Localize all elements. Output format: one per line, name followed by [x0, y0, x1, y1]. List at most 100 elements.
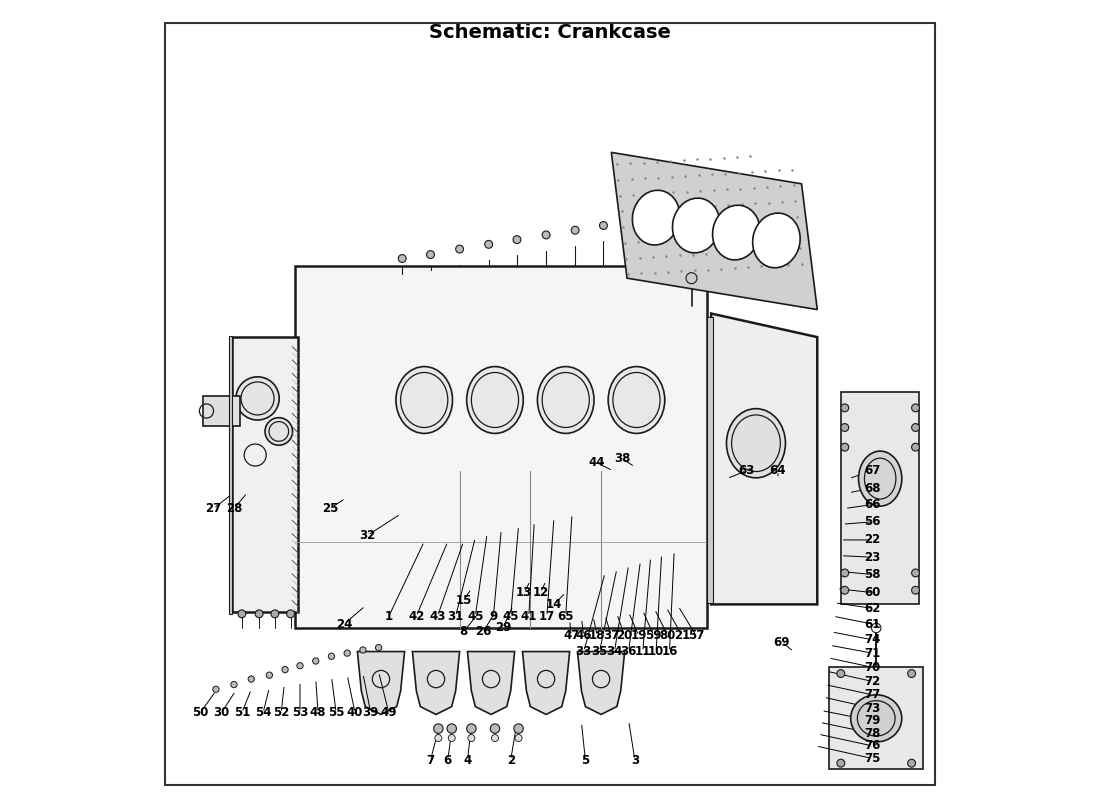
Text: 27: 27: [206, 502, 222, 515]
Text: 68: 68: [865, 482, 881, 494]
Text: 41: 41: [520, 610, 537, 622]
Text: 80: 80: [660, 630, 676, 642]
Ellipse shape: [491, 724, 499, 734]
Text: 19: 19: [630, 630, 647, 642]
Ellipse shape: [468, 734, 475, 742]
Ellipse shape: [840, 404, 849, 412]
Ellipse shape: [212, 686, 219, 693]
Ellipse shape: [837, 759, 845, 767]
Text: 3: 3: [630, 754, 639, 766]
Ellipse shape: [713, 206, 760, 260]
Text: 4: 4: [463, 754, 472, 766]
Polygon shape: [612, 152, 817, 310]
Text: 55: 55: [328, 706, 344, 719]
Text: 44: 44: [588, 456, 605, 470]
Text: 35: 35: [592, 645, 607, 658]
Text: 53: 53: [292, 706, 308, 719]
Ellipse shape: [375, 645, 382, 650]
Text: 40: 40: [346, 706, 363, 719]
Ellipse shape: [542, 231, 550, 239]
Text: 24: 24: [336, 618, 352, 630]
Polygon shape: [295, 266, 707, 628]
Ellipse shape: [433, 724, 443, 734]
Text: 42: 42: [408, 610, 425, 622]
Text: 16: 16: [661, 645, 678, 658]
Text: 78: 78: [865, 727, 880, 740]
Text: 70: 70: [865, 661, 880, 674]
Ellipse shape: [840, 443, 849, 451]
Text: 64: 64: [770, 464, 786, 478]
Ellipse shape: [840, 586, 849, 594]
Polygon shape: [358, 651, 405, 714]
Ellipse shape: [287, 610, 295, 618]
Text: 17: 17: [539, 610, 556, 622]
Ellipse shape: [538, 366, 594, 434]
Ellipse shape: [632, 190, 680, 245]
Ellipse shape: [434, 734, 442, 742]
Polygon shape: [840, 392, 920, 604]
Text: 69: 69: [773, 636, 790, 649]
Text: 72: 72: [865, 675, 880, 688]
Ellipse shape: [686, 273, 697, 284]
Polygon shape: [829, 667, 923, 770]
Polygon shape: [522, 651, 570, 714]
Text: 76: 76: [865, 739, 880, 752]
Text: 65: 65: [558, 610, 574, 622]
Text: 49: 49: [381, 706, 397, 719]
Ellipse shape: [447, 724, 456, 734]
Ellipse shape: [858, 451, 902, 506]
Text: 5: 5: [581, 754, 590, 766]
Text: 79: 79: [865, 714, 880, 727]
Text: 67: 67: [865, 464, 880, 478]
Text: 48: 48: [310, 706, 327, 719]
Ellipse shape: [514, 724, 524, 734]
Ellipse shape: [466, 366, 524, 434]
Text: 21: 21: [674, 630, 690, 642]
Ellipse shape: [513, 236, 521, 243]
Ellipse shape: [282, 666, 288, 673]
Ellipse shape: [515, 734, 522, 742]
Ellipse shape: [455, 245, 463, 253]
Text: 77: 77: [865, 688, 880, 702]
Text: 56: 56: [865, 515, 881, 528]
Text: 30: 30: [213, 706, 230, 719]
Text: 2: 2: [507, 754, 515, 766]
Bar: [202, 396, 240, 426]
Text: 60: 60: [865, 586, 880, 599]
Ellipse shape: [571, 226, 579, 234]
Text: 18: 18: [588, 630, 605, 642]
Text: 31: 31: [448, 610, 464, 622]
Text: 47: 47: [563, 630, 580, 642]
Text: 66: 66: [865, 498, 881, 511]
Ellipse shape: [837, 670, 845, 678]
Text: 62: 62: [865, 602, 880, 615]
Text: 52: 52: [273, 706, 289, 719]
Text: 26: 26: [475, 626, 492, 638]
Text: 63: 63: [738, 464, 755, 478]
Text: 45: 45: [468, 610, 484, 622]
Ellipse shape: [344, 650, 350, 656]
Ellipse shape: [672, 198, 721, 253]
Ellipse shape: [752, 213, 800, 268]
Text: 38: 38: [614, 453, 630, 466]
Polygon shape: [468, 651, 515, 714]
Text: 33: 33: [575, 645, 592, 658]
Text: 10: 10: [648, 645, 664, 658]
Ellipse shape: [912, 586, 920, 594]
Text: 23: 23: [865, 550, 880, 564]
Text: 8: 8: [460, 626, 467, 638]
Ellipse shape: [840, 569, 849, 577]
Ellipse shape: [912, 569, 920, 577]
Text: 6: 6: [443, 754, 452, 766]
Text: 54: 54: [255, 706, 272, 719]
Ellipse shape: [238, 610, 245, 618]
Text: 46: 46: [575, 630, 592, 642]
Ellipse shape: [485, 241, 493, 248]
Ellipse shape: [608, 366, 664, 434]
Text: 57: 57: [688, 630, 704, 642]
Ellipse shape: [912, 423, 920, 431]
Ellipse shape: [466, 724, 476, 734]
Text: 13: 13: [516, 586, 532, 599]
Text: 7: 7: [427, 754, 434, 766]
Text: 25: 25: [321, 502, 338, 515]
